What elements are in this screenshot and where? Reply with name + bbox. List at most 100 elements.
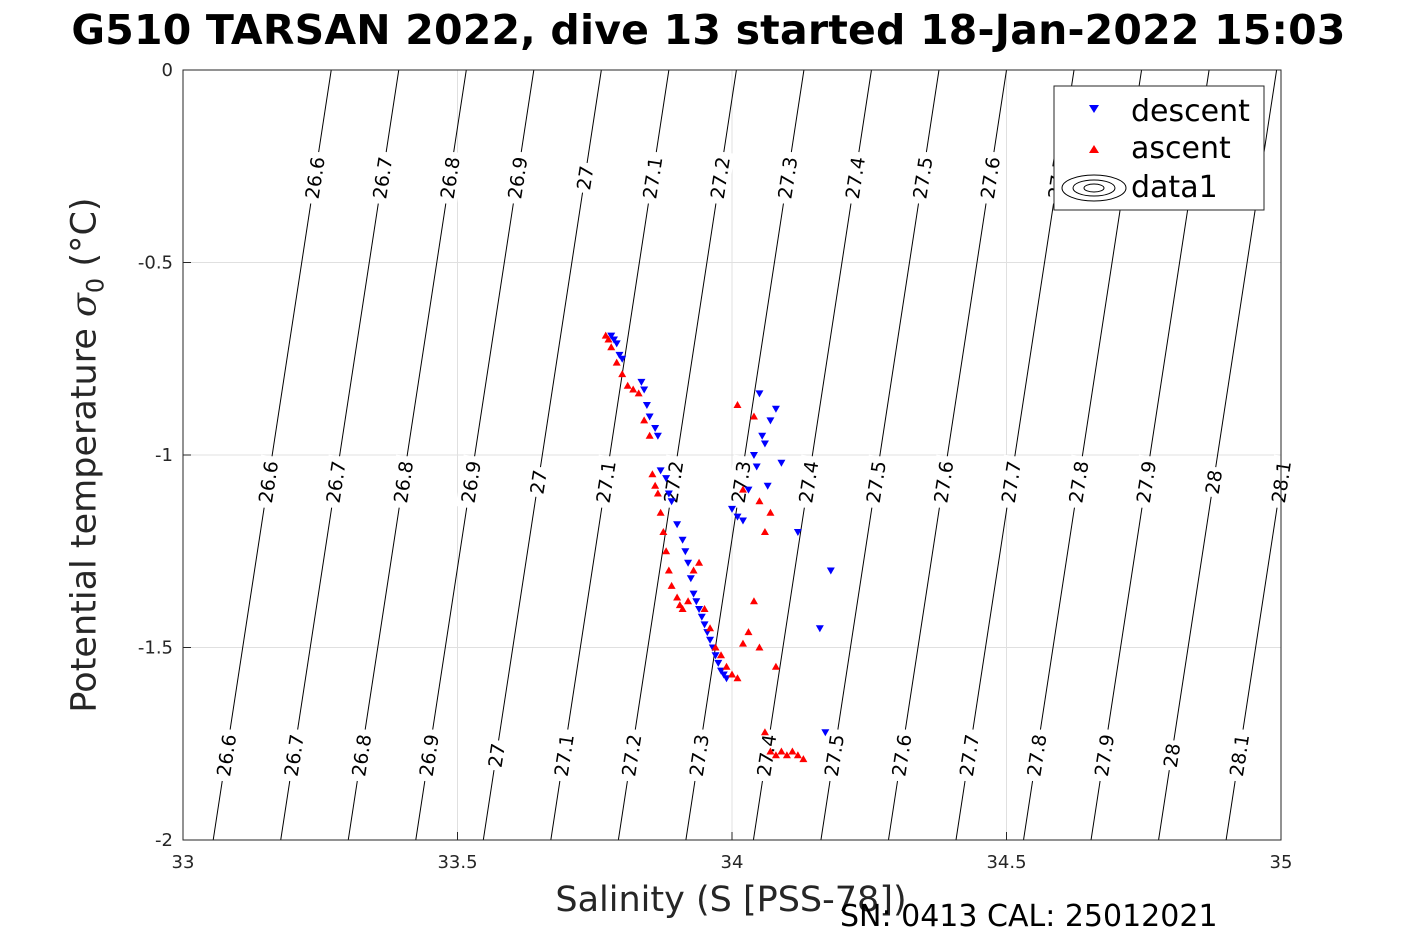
- contour-label-bg: [346, 727, 377, 783]
- contour-label-bg: [253, 454, 283, 510]
- contour-label-bg: [1131, 454, 1161, 510]
- descent-point: [686, 575, 695, 583]
- contour-label-bg: [886, 727, 917, 783]
- x-tick-label: 33.5: [437, 852, 477, 873]
- descent-point: [763, 482, 772, 490]
- descent-point: [673, 521, 682, 529]
- contour-label-bg: [819, 727, 849, 783]
- ascent-point: [755, 643, 764, 651]
- contour-label-bg: [455, 454, 486, 510]
- descent-point: [760, 440, 769, 448]
- descent-point: [826, 567, 835, 575]
- descent-point: [651, 425, 660, 433]
- contour-label-text: 27: [526, 468, 551, 495]
- chart-title: G510 TARSAN 2022, dive 13 started 18-Jan…: [71, 6, 1346, 54]
- contour-label: 26.8: [434, 150, 465, 206]
- descent-point: [618, 355, 627, 363]
- ascent-point: [766, 508, 775, 516]
- ascent-point: [766, 747, 775, 755]
- contour-label-bg: [1200, 465, 1227, 499]
- descent-point: [642, 401, 651, 409]
- descent-point: [656, 467, 665, 475]
- ascent-point: [700, 605, 709, 612]
- legend-descent-marker: [1089, 105, 1099, 113]
- x-tick-label: 34: [721, 852, 744, 873]
- descent-point: [752, 463, 761, 471]
- contour-label: 27: [571, 161, 599, 195]
- legend-ascent-label: ascent: [1131, 131, 1231, 166]
- descent-point: [744, 486, 753, 494]
- x-tick-label: 35: [1270, 852, 1293, 873]
- ascent-point: [659, 528, 668, 535]
- contour-label: 27.6: [975, 150, 1005, 206]
- contour-label: 27: [483, 738, 510, 772]
- legend-data1-label: data1: [1131, 170, 1218, 205]
- descent-point: [609, 336, 618, 344]
- ascent-point: [684, 597, 693, 605]
- contour-label-bg: [840, 150, 870, 206]
- contour-label-bg: [928, 454, 959, 510]
- descent-point: [692, 598, 701, 606]
- contour-label: 27.9: [1089, 727, 1119, 783]
- ascent-point: [711, 643, 720, 651]
- y-tick-label: 0: [162, 60, 173, 81]
- legend-contour-icon: [1061, 174, 1127, 202]
- data-series: [601, 331, 835, 763]
- contour-label-text: 27: [485, 742, 510, 769]
- contour-label-bg: [549, 727, 579, 783]
- contour-label-bg: [907, 150, 938, 206]
- ascent-point: [689, 566, 698, 574]
- contour-label: 26.7: [278, 727, 309, 783]
- descent-point: [714, 659, 723, 667]
- contour-label: 27.8: [1063, 454, 1094, 510]
- ascent-point: [607, 343, 616, 351]
- contour-label-bg: [525, 465, 552, 499]
- y-tick-label: -1: [155, 445, 173, 466]
- ascent-point: [782, 751, 791, 759]
- contour-label: 28: [1158, 738, 1185, 772]
- ascent-point: [738, 485, 747, 493]
- y-tick-label: -0.5: [138, 253, 173, 274]
- contour-label: 26.6: [253, 454, 283, 510]
- contour-label-bg: [1063, 454, 1094, 510]
- descent-point: [719, 671, 728, 679]
- contour-label-bg: [954, 727, 984, 783]
- contour-label-text: 27: [573, 164, 598, 191]
- descent-point: [689, 590, 698, 598]
- contour-label-bg: [1224, 727, 1254, 783]
- contour-label-bg: [684, 727, 714, 783]
- ascent-point: [604, 335, 613, 343]
- contour-label: 27.7: [954, 727, 984, 783]
- contour-line: [1225, 478, 1281, 840]
- contour-label: 27: [525, 465, 552, 499]
- ascent-point: [673, 593, 682, 601]
- contour-label-bg: [1021, 727, 1052, 783]
- contour-label-bg: [299, 150, 330, 206]
- descent-point: [667, 498, 676, 506]
- contour-label-bg: [793, 454, 824, 510]
- ascent-point: [733, 400, 742, 408]
- ascent-point: [664, 566, 673, 574]
- contour-label-bg: [705, 150, 735, 206]
- contour-label-bg: [367, 150, 398, 206]
- contour-label: 26.9: [413, 727, 444, 783]
- contour-label-bg: [975, 150, 1005, 206]
- descent-point: [637, 378, 646, 386]
- contour-labels: 26.6 26.7 26.8 26.9 27 27.1 27.2 27.3 27.4 27.5 27…: [211, 150, 1296, 783]
- descent-point: [793, 529, 802, 536]
- descent-point: [607, 332, 616, 340]
- contour-label: 26.6: [299, 150, 330, 206]
- ascent-point: [667, 581, 676, 589]
- contour-label-bg: [211, 727, 241, 783]
- ascent-point: [793, 751, 802, 759]
- ascent-point: [634, 389, 643, 397]
- contour-label-bg: [1089, 727, 1119, 783]
- ascent-point: [706, 624, 715, 632]
- descent-point: [755, 390, 764, 398]
- descent-point: [738, 517, 747, 525]
- ascent-point: [755, 497, 764, 505]
- contour-label-bg: [772, 150, 803, 206]
- contour-label: 28: [1200, 465, 1227, 499]
- descent-point: [615, 351, 624, 359]
